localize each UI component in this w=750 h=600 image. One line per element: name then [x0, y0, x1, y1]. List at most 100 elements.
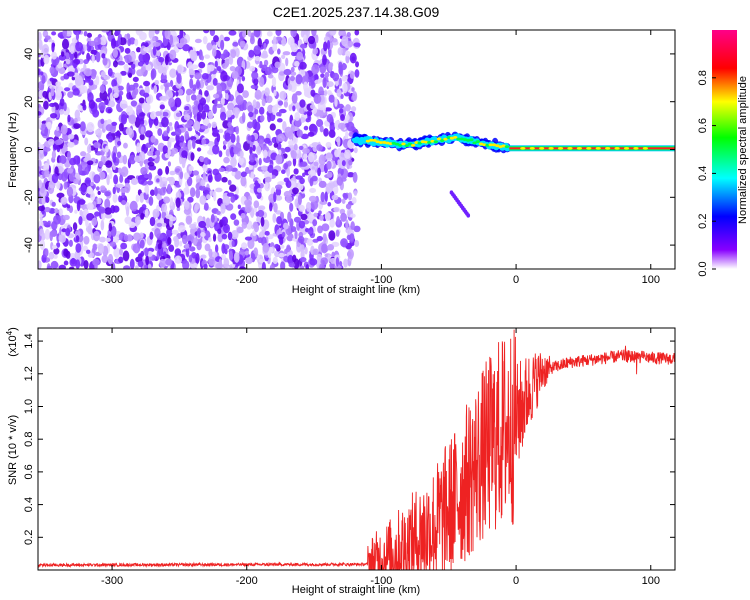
noise-blob: [340, 93, 344, 100]
noise-blob: [273, 142, 279, 148]
noise-blob: [244, 204, 252, 213]
noise-blob: [181, 150, 188, 158]
noise-blob: [211, 48, 217, 57]
noise-blob: [345, 54, 350, 64]
noise-blob: [297, 194, 302, 205]
noise-blob: [147, 263, 152, 269]
signal-core: [472, 141, 477, 145]
noise-blob: [132, 243, 141, 254]
noise-blob: [200, 55, 204, 61]
noise-blob: [207, 174, 213, 183]
noise-blob: [345, 104, 351, 112]
noise-blob: [156, 50, 161, 57]
noise-blob: [175, 112, 182, 118]
noise-blob: [51, 42, 55, 53]
noise-blob: [245, 257, 253, 265]
noise-blob: [170, 150, 175, 157]
noise-blob: [306, 30, 310, 37]
noise-blob: [325, 182, 333, 194]
noise-blob: [152, 45, 157, 56]
noise-blob: [250, 171, 255, 179]
noise-blob: [171, 229, 179, 235]
spectrogram-ylabel: Frequency (Hz): [7, 112, 19, 188]
noise-blob: [43, 54, 50, 65]
noise-blob: [240, 171, 247, 178]
noise-blob: [74, 75, 83, 86]
noise-blob: [316, 144, 323, 152]
noise-blob: [113, 247, 120, 258]
noise-blob: [309, 177, 314, 187]
noise-blob: [168, 97, 176, 108]
signal-hotspot: [633, 147, 639, 150]
noise-blob: [149, 111, 157, 120]
noise-blob: [111, 79, 118, 88]
noise-blob: [100, 118, 105, 125]
noise-blob: [120, 70, 127, 76]
noise-blob: [149, 231, 154, 240]
noise-blob: [222, 120, 230, 129]
xtick-label: -200: [236, 274, 258, 286]
noise-blob: [45, 248, 49, 257]
noise-blob: [340, 114, 345, 122]
noise-blob: [58, 155, 67, 165]
noise-blob: [110, 262, 116, 269]
noise-blob: [146, 180, 154, 186]
noise-blob: [287, 36, 295, 46]
noise-blob: [112, 163, 116, 171]
noise-blob: [281, 169, 286, 175]
noise-blob: [349, 70, 355, 79]
noise-blob: [183, 207, 192, 215]
noise-blob: [220, 39, 225, 51]
noise-blob: [176, 42, 184, 48]
noise-blob: [83, 235, 90, 245]
noise-blob: [46, 265, 53, 269]
noise-blob: [124, 63, 129, 74]
noise-blob: [128, 221, 136, 229]
noise-blob: [68, 266, 75, 269]
noise-blob: [234, 170, 242, 180]
noise-blob: [88, 40, 97, 47]
snr-yscale-close: ): [7, 327, 19, 331]
noise-blob: [323, 127, 329, 137]
noise-blob: [318, 210, 322, 215]
noise-blob: [287, 254, 294, 265]
noise-blob: [286, 244, 291, 252]
noise-blob: [220, 97, 225, 106]
noise-blob: [53, 247, 60, 255]
noise-blob: [231, 70, 239, 80]
noise-blob: [78, 216, 83, 226]
noise-blob: [112, 60, 118, 68]
noise-blob: [220, 111, 227, 121]
noise-blob: [73, 155, 81, 165]
noise-blob: [165, 89, 174, 101]
noise-blob: [189, 136, 197, 141]
noise-blob: [38, 260, 42, 269]
noise-blob: [155, 150, 160, 156]
noise-blob: [40, 71, 44, 76]
noise-blob: [100, 71, 106, 78]
signal-core: [453, 135, 458, 139]
noise-blob: [311, 30, 317, 37]
noise-blob: [160, 84, 164, 90]
noise-blob: [296, 51, 304, 61]
noise-blob: [42, 90, 48, 98]
noise-blob: [254, 121, 261, 132]
noise-blob: [137, 260, 144, 268]
noise-blob: [141, 204, 147, 210]
noise-blob: [241, 75, 246, 82]
noise-blob: [91, 54, 95, 64]
noise-blob: [107, 253, 114, 265]
noise-blob: [162, 66, 167, 76]
noise-blob: [299, 244, 305, 252]
noise-blob: [199, 156, 205, 163]
noise-blob: [302, 172, 306, 177]
noise-blob: [280, 244, 285, 249]
noise-blob: [299, 256, 307, 263]
noise-blob: [44, 126, 49, 137]
noise-blob: [269, 264, 275, 269]
noise-blob: [138, 52, 147, 63]
noise-blob: [332, 72, 340, 82]
noise-blob: [127, 38, 132, 47]
signal-hotspot: [557, 147, 564, 150]
signal-core: [488, 143, 493, 147]
